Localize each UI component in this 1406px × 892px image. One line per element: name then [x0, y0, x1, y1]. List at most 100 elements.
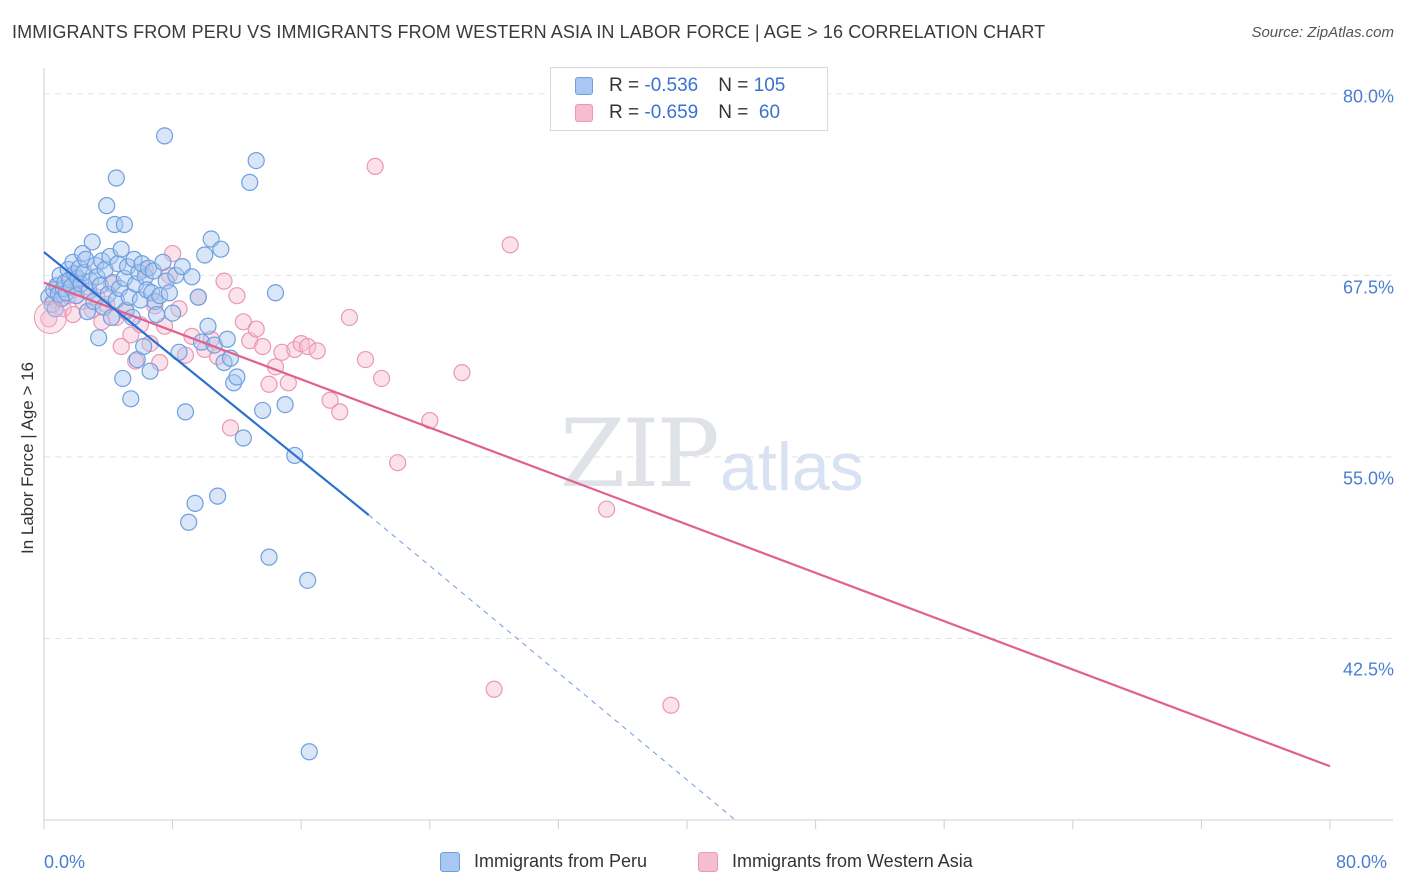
western-asia-point	[321, 391, 339, 409]
western-asia-point	[234, 313, 252, 331]
western-asia-point	[501, 236, 519, 254]
peru-point	[109, 255, 127, 273]
peru-point	[183, 268, 201, 286]
peru-point	[115, 215, 133, 234]
western-asia-swatch	[575, 104, 593, 122]
peru-point	[155, 127, 174, 145]
peru-point	[218, 330, 236, 348]
western-asia-point	[273, 343, 291, 361]
peru-point	[189, 288, 207, 306]
y-tick-label: 55.0%	[1342, 468, 1394, 489]
peru-point	[122, 390, 140, 408]
peru-swatch	[575, 77, 593, 95]
western-asia-point	[598, 500, 616, 518]
legend-row-western-asia: R = -0.659 N = 60	[575, 100, 780, 126]
x-tick-label: 0.0%	[44, 852, 86, 872]
peru-point	[160, 284, 178, 302]
western-asia-point	[286, 340, 304, 359]
western-asia-point	[146, 297, 164, 315]
peru-point	[241, 173, 259, 191]
western-asia-point	[112, 337, 130, 356]
peru-point	[125, 250, 143, 268]
peru-trend-line	[43, 251, 370, 516]
peru-point	[247, 151, 265, 170]
western-asia-point	[221, 419, 240, 437]
western-asia-point	[33, 300, 67, 334]
peru-point	[112, 240, 130, 258]
peru-point	[46, 300, 64, 318]
peru-point	[228, 368, 246, 386]
peru-point	[164, 304, 182, 322]
western-asia-point	[372, 369, 391, 388]
n-value: 60	[753, 102, 781, 123]
legend-label-peru: Immigrants from Peru	[474, 851, 648, 871]
y-tick-label: 80.0%	[1342, 86, 1394, 107]
western-asia-swatch	[698, 851, 718, 872]
peru-point	[254, 401, 272, 420]
peru-point	[107, 169, 125, 187]
peru-point	[276, 396, 294, 414]
peru-point	[78, 303, 97, 321]
y-tick-label: 67.5%	[1342, 277, 1394, 298]
peru-point	[154, 253, 172, 271]
western-asia-point	[485, 680, 503, 698]
peru-point	[180, 513, 198, 531]
western-asia-point	[40, 310, 58, 328]
y-tick-label: 42.5%	[1342, 659, 1394, 680]
peru-point	[196, 246, 214, 264]
peru-point	[151, 287, 169, 305]
peru-point	[176, 403, 195, 421]
peru-point	[144, 262, 162, 280]
peru-point	[135, 337, 153, 356]
n-value: 105	[753, 75, 786, 96]
western-asia-point	[356, 350, 375, 369]
peru-point	[106, 215, 124, 234]
peru-point	[266, 284, 285, 302]
western-asia-point	[151, 353, 169, 372]
western-asia-point	[299, 337, 317, 356]
watermark-zip: ZIP	[560, 400, 720, 509]
peru-point	[102, 308, 121, 327]
peru-point	[212, 240, 230, 258]
western-asia-point	[331, 403, 349, 421]
r-label: R =	[609, 102, 645, 123]
western-asia-point	[389, 454, 407, 472]
peru-point	[234, 429, 252, 447]
western-asia-point	[247, 320, 265, 338]
n-label: N =	[718, 102, 754, 123]
legend-item-peru: Immigrants from Peru	[440, 851, 647, 872]
western-asia-point	[662, 696, 680, 714]
legend-row-peru: R = -0.536 N = 105	[575, 73, 785, 99]
peru-trend-extension	[368, 514, 736, 821]
r-label: R =	[609, 75, 645, 96]
peru-point	[299, 571, 317, 589]
western-asia-point	[366, 157, 384, 176]
peru-point	[110, 279, 129, 298]
peru-point	[209, 487, 227, 505]
chart-title: IMMIGRANTS FROM PERU VS IMMIGRANTS FROM …	[12, 22, 1046, 42]
peru-point	[141, 362, 159, 380]
peru-point	[83, 233, 101, 251]
western-asia-point	[260, 375, 278, 393]
watermark-atlas: atlas	[720, 429, 864, 505]
western-asia-point	[164, 244, 182, 263]
peru-swatch	[440, 851, 460, 872]
peru-point	[186, 494, 204, 512]
peru-point	[90, 329, 108, 347]
x-tick-label: 80.0%	[1336, 852, 1388, 872]
r-value: -0.536	[644, 75, 699, 96]
legend-item-western-asia: Immigrants from Western Asia	[698, 851, 973, 872]
peru-point	[147, 305, 166, 324]
western-asia-point	[64, 305, 82, 324]
western-asia-trend-line	[43, 281, 1331, 768]
peru-point	[104, 274, 122, 292]
correlation-legend: R = -0.536 N = 105 R = -0.659 N = 60	[550, 67, 828, 131]
peru-point	[98, 197, 116, 215]
peru-point	[114, 369, 132, 388]
r-value: -0.659	[644, 102, 699, 123]
western-asia-point	[215, 272, 233, 290]
peru-point	[260, 548, 278, 566]
western-asia-point	[228, 287, 246, 305]
peru-point	[199, 317, 217, 335]
